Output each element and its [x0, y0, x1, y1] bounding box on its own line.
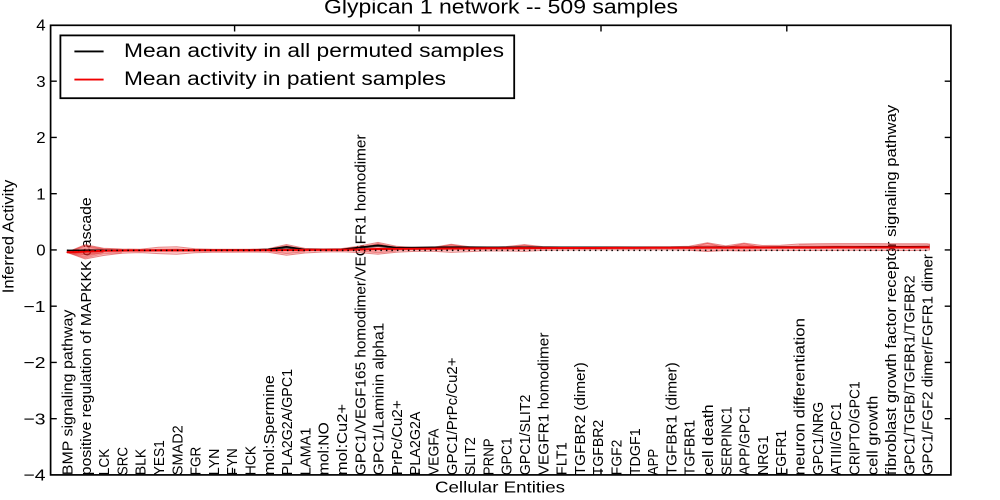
- svg-text:PLA2G2A: PLA2G2A: [407, 412, 424, 476]
- svg-text:Inferred Activity: Inferred Activity: [1, 180, 18, 294]
- svg-text:GPC1/PrPc/Cu2+: GPC1/PrPc/Cu2+: [444, 357, 461, 475]
- svg-text:LYN: LYN: [206, 449, 223, 476]
- svg-text:YES1: YES1: [151, 440, 168, 475]
- svg-text:BMP signaling pathway: BMP signaling pathway: [60, 309, 77, 475]
- svg-text:GPC1/FGF2 dimer/FGFR1 dimer: GPC1/FGF2 dimer/FGFR1 dimer: [920, 254, 937, 475]
- svg-text:ATIII/GPC1: ATIII/GPC1: [828, 402, 845, 475]
- svg-text:PrPc/Cu2+: PrPc/Cu2+: [389, 400, 406, 475]
- svg-text:Mean activity in all permuted: Mean activity in all permuted samples: [124, 41, 504, 62]
- svg-text:2: 2: [36, 130, 45, 147]
- svg-text:1: 1: [36, 186, 45, 203]
- svg-text:GPC1/SLIT2: GPC1/SLIT2: [517, 395, 534, 476]
- svg-text:FGF2: FGF2: [609, 440, 626, 476]
- svg-text:GPC1/NRG: GPC1/NRG: [810, 402, 827, 475]
- svg-text:TGFBR1: TGFBR1: [682, 420, 699, 475]
- svg-text:APP/GPC1: APP/GPC1: [737, 406, 754, 475]
- svg-text:VEGFR1 homodimer: VEGFR1 homodimer: [535, 333, 552, 476]
- svg-text:−3: −3: [23, 411, 45, 428]
- svg-text:mol:Cu2+: mol:Cu2+: [334, 404, 351, 476]
- svg-text:−2: −2: [23, 355, 45, 372]
- svg-text:mol:Spermine: mol:Spermine: [261, 375, 278, 475]
- svg-text:SERPINC1: SERPINC1: [718, 406, 735, 475]
- svg-text:PLA2G2A/GPC1: PLA2G2A/GPC1: [279, 369, 296, 475]
- svg-text:CRIPTO/GPC1: CRIPTO/GPC1: [846, 381, 863, 475]
- svg-text:0: 0: [36, 243, 45, 260]
- svg-text:GPC1/Laminin alpha1: GPC1/Laminin alpha1: [371, 323, 388, 476]
- svg-text:BLK: BLK: [133, 449, 150, 475]
- svg-text:Mean activity in patient sampl: Mean activity in patient samples: [124, 69, 446, 90]
- svg-text:GPC1/VEGF165 homodimer/VEGFR1: GPC1/VEGF165 homodimer/VEGFR1 homodimer: [352, 134, 369, 475]
- svg-text:GPC1: GPC1: [499, 437, 516, 475]
- svg-text:LCK: LCK: [96, 449, 113, 476]
- svg-text:positive regulation of MAPKKK: positive regulation of MAPKKK cascade: [78, 197, 95, 475]
- svg-text:FLT1: FLT1: [554, 442, 571, 475]
- svg-text:SRC: SRC: [114, 447, 131, 475]
- svg-text:HCK: HCK: [243, 446, 260, 475]
- svg-text:TGFBR1 (dimer): TGFBR1 (dimer): [663, 362, 680, 475]
- svg-text:SLIT2: SLIT2: [462, 437, 479, 475]
- svg-text:−4: −4: [23, 468, 45, 485]
- svg-text:FGR: FGR: [188, 447, 205, 476]
- svg-text:GPC1/TGFB/TGFBR1/TGFBR2: GPC1/TGFB/TGFBR1/TGFBR2: [901, 275, 918, 475]
- svg-text:4: 4: [36, 18, 45, 35]
- svg-text:cell death: cell death: [700, 404, 717, 475]
- svg-text:mol:NO: mol:NO: [316, 422, 333, 475]
- svg-text:VEGFA: VEGFA: [426, 429, 443, 476]
- svg-text:Glypican 1 network -- 509 samp: Glypican 1 network -- 509 samples: [324, 0, 678, 19]
- svg-text:SMAD2: SMAD2: [169, 425, 186, 475]
- svg-text:TGFBR2: TGFBR2: [590, 420, 607, 475]
- svg-text:fibroblast growth factor recep: fibroblast growth factor receptor signal…: [883, 104, 900, 475]
- svg-text:Cellular Entities: Cellular Entities: [435, 480, 565, 497]
- svg-text:TGFBR2 (dimer): TGFBR2 (dimer): [572, 362, 589, 475]
- svg-text:TDGF1: TDGF1: [627, 428, 644, 475]
- svg-text:PRNP: PRNP: [480, 438, 497, 475]
- svg-text:NRG1: NRG1: [755, 435, 772, 475]
- svg-text:−1: −1: [23, 299, 45, 316]
- svg-text:cell growth: cell growth: [865, 396, 882, 476]
- svg-text:LAMA1: LAMA1: [297, 428, 314, 476]
- svg-text:FGFR1: FGFR1: [773, 430, 790, 475]
- svg-text:neuron differentiation: neuron differentiation: [792, 318, 809, 475]
- svg-text:3: 3: [36, 74, 45, 91]
- svg-text:FYN: FYN: [224, 448, 241, 475]
- svg-text:APP: APP: [645, 449, 662, 475]
